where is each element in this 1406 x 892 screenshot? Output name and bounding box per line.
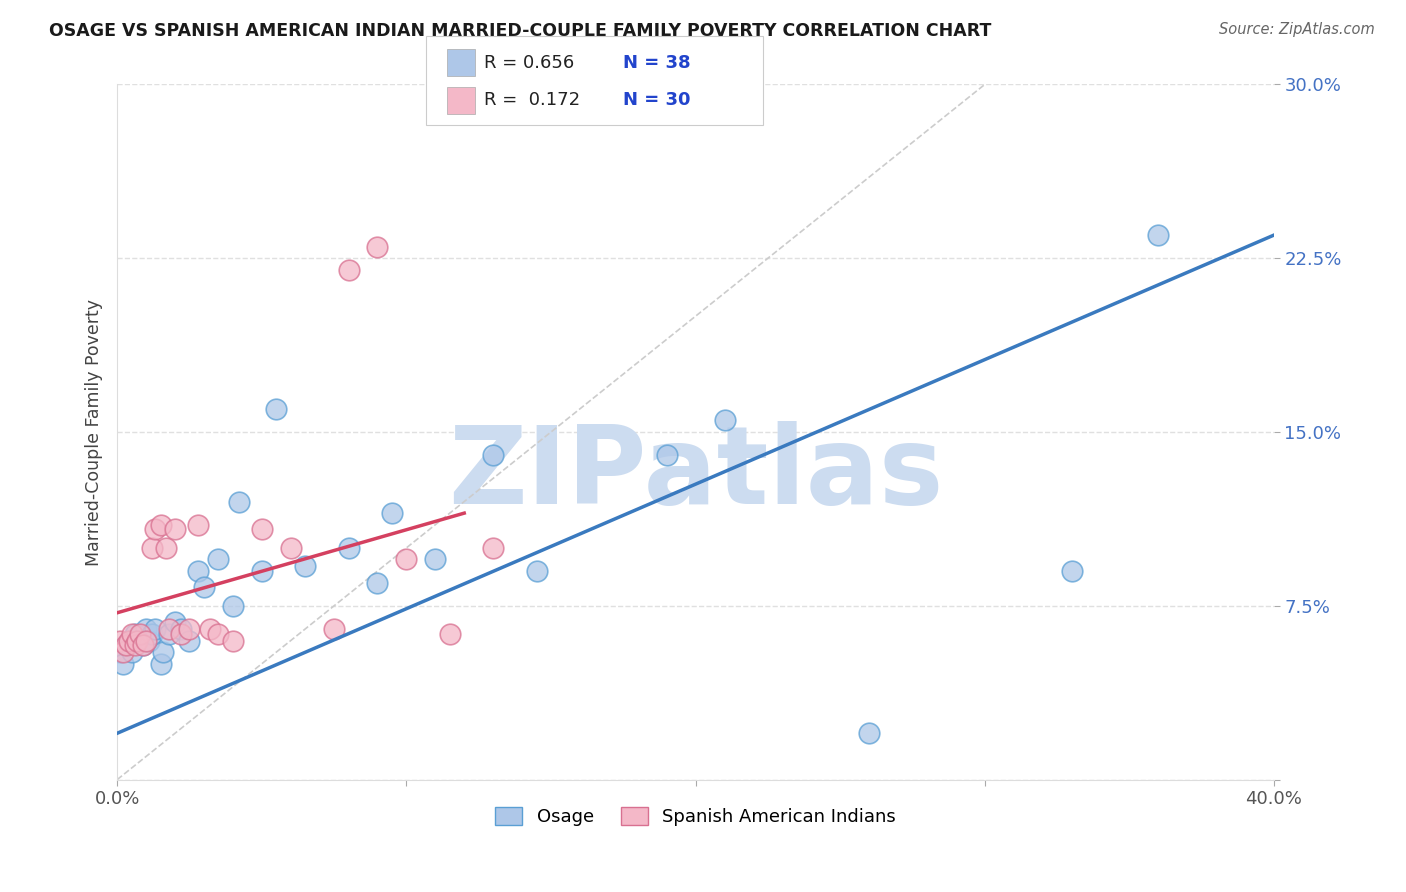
Spanish American Indians	[187, 517, 209, 532]
Osage	[127, 633, 149, 648]
Text: Source: ZipAtlas.com: Source: ZipAtlas.com	[1219, 22, 1375, 37]
Spanish American Indians	[129, 626, 152, 640]
Legend: Osage, Spanish American Indians: Osage, Spanish American Indians	[488, 799, 903, 833]
Osage	[163, 615, 186, 629]
Spanish American Indians	[127, 633, 149, 648]
Osage	[264, 401, 287, 416]
Spanish American Indians	[163, 522, 186, 536]
Spanish American Indians	[124, 638, 146, 652]
Osage	[222, 599, 245, 613]
Osage	[337, 541, 360, 555]
Osage	[381, 506, 404, 520]
Spanish American Indians	[108, 633, 131, 648]
Text: R =  0.172: R = 0.172	[484, 91, 579, 110]
Spanish American Indians	[121, 626, 143, 640]
Osage	[1060, 564, 1083, 578]
Spanish American Indians	[439, 626, 461, 640]
Osage	[526, 564, 548, 578]
Spanish American Indians	[132, 638, 155, 652]
Osage	[713, 413, 735, 427]
Osage	[366, 575, 388, 590]
Y-axis label: Married-Couple Family Poverty: Married-Couple Family Poverty	[86, 299, 103, 566]
Osage	[228, 494, 250, 508]
Osage	[187, 564, 209, 578]
Spanish American Indians	[135, 633, 157, 648]
Spanish American Indians	[482, 541, 505, 555]
Osage	[135, 622, 157, 636]
Osage	[129, 629, 152, 643]
Osage	[207, 552, 229, 566]
Text: N = 30: N = 30	[623, 91, 690, 110]
Spanish American Indians	[143, 522, 166, 536]
Osage	[141, 626, 163, 640]
Osage	[157, 626, 180, 640]
Spanish American Indians	[395, 552, 418, 566]
Osage	[655, 448, 678, 462]
Spanish American Indians	[179, 622, 201, 636]
Osage	[118, 633, 141, 648]
Osage	[143, 622, 166, 636]
Osage	[124, 626, 146, 640]
Osage	[858, 726, 880, 740]
Osage	[132, 638, 155, 652]
Spanish American Indians	[141, 541, 163, 555]
Spanish American Indians	[157, 622, 180, 636]
Spanish American Indians	[207, 626, 229, 640]
Osage	[1147, 228, 1170, 243]
Osage	[138, 633, 160, 648]
Spanish American Indians	[323, 622, 346, 636]
Spanish American Indians	[118, 633, 141, 648]
Osage	[482, 448, 505, 462]
Osage	[193, 580, 215, 594]
Osage	[250, 564, 273, 578]
Spanish American Indians	[115, 638, 138, 652]
Osage	[425, 552, 447, 566]
Osage	[121, 645, 143, 659]
Osage	[179, 633, 201, 648]
Text: N = 38: N = 38	[623, 54, 690, 71]
Text: OSAGE VS SPANISH AMERICAN INDIAN MARRIED-COUPLE FAMILY POVERTY CORRELATION CHART: OSAGE VS SPANISH AMERICAN INDIAN MARRIED…	[49, 22, 991, 40]
Spanish American Indians	[337, 262, 360, 277]
Spanish American Indians	[155, 541, 177, 555]
Osage	[149, 657, 172, 671]
Text: R = 0.656: R = 0.656	[484, 54, 574, 71]
Spanish American Indians	[198, 622, 221, 636]
Osage	[294, 559, 316, 574]
Spanish American Indians	[280, 541, 302, 555]
Spanish American Indians	[111, 645, 134, 659]
Osage	[152, 645, 174, 659]
Osage	[108, 645, 131, 659]
Osage	[115, 638, 138, 652]
Spanish American Indians	[250, 522, 273, 536]
Osage	[170, 622, 193, 636]
Spanish American Indians	[366, 240, 388, 254]
Spanish American Indians	[170, 626, 193, 640]
Spanish American Indians	[149, 517, 172, 532]
Text: ZIPatlas: ZIPatlas	[449, 421, 943, 527]
Spanish American Indians	[222, 633, 245, 648]
Osage	[111, 657, 134, 671]
